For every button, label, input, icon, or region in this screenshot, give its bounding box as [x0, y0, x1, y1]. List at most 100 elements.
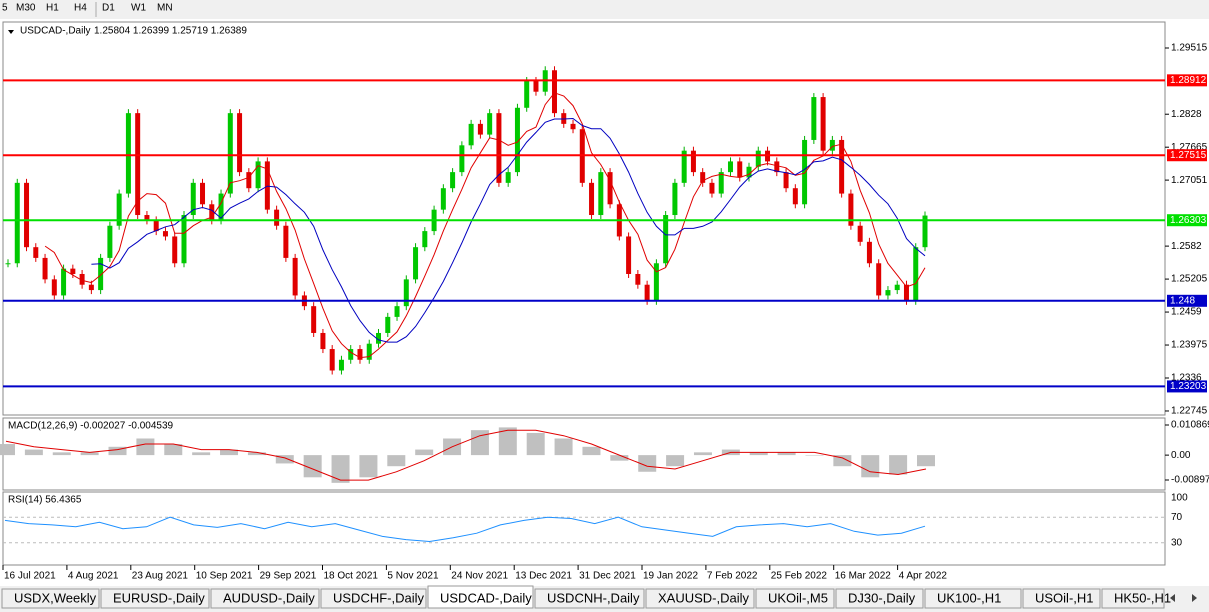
rsi-tick-label: 100	[1171, 493, 1188, 504]
level-label: 1.26303	[1170, 215, 1207, 226]
candle	[125, 113, 131, 194]
tab-label[interactable]: USDCAD-,Daily	[440, 590, 532, 605]
tab[interactable]	[210, 588, 320, 609]
candle	[246, 172, 252, 189]
timeframe-button[interactable]: D1	[102, 3, 115, 14]
price-tick-label: 1.22745	[1171, 406, 1208, 417]
tab[interactable]	[924, 588, 1022, 609]
candle	[135, 113, 141, 216]
macd-bar	[164, 444, 183, 456]
tab[interactable]	[320, 588, 427, 609]
macd-bar	[638, 455, 657, 472]
candle	[366, 343, 372, 360]
tab[interactable]	[755, 588, 835, 609]
tab-label[interactable]: USDX,Weekly	[14, 590, 97, 605]
candle	[153, 220, 159, 232]
candle	[357, 349, 363, 360]
candle	[737, 161, 743, 178]
candle	[848, 193, 854, 226]
candle	[663, 215, 669, 264]
tab-label[interactable]: USDCHF-,Daily	[333, 590, 425, 605]
level-tag	[1167, 149, 1207, 162]
candle	[33, 247, 39, 258]
active-tab[interactable]	[427, 585, 534, 609]
price-tick-label: 1.27051	[1171, 175, 1208, 186]
macd-bar	[498, 427, 517, 456]
tab-label[interactable]: UK100-,H1	[937, 590, 1001, 605]
candle	[681, 150, 687, 183]
macd-tick-label: 0.00	[1171, 450, 1191, 461]
candle	[755, 150, 761, 167]
timeframe-button[interactable]: H4	[74, 3, 87, 14]
macd-bar	[889, 455, 908, 475]
candle	[459, 145, 465, 173]
timeframe-button[interactable]: 5	[2, 3, 8, 14]
candle	[876, 263, 882, 296]
tab[interactable]	[835, 588, 924, 609]
candle	[477, 123, 483, 135]
candle	[14, 182, 20, 264]
candle	[653, 263, 659, 301]
timeframe-button[interactable]: H1	[46, 3, 59, 14]
tab[interactable]	[1022, 588, 1101, 609]
level-tag	[1167, 74, 1207, 87]
rsi-label: RSI(14) 56.4365	[8, 495, 82, 506]
macd-bar	[917, 455, 935, 467]
candle	[894, 284, 900, 291]
level-tag	[1167, 380, 1207, 393]
tab-label[interactable]: USDCNH-,Daily	[547, 590, 640, 605]
date-label: 5 Nov 2021	[387, 571, 439, 582]
timeframe-button[interactable]: W1	[131, 3, 146, 14]
macd-bar	[387, 455, 406, 467]
macd-bar	[526, 432, 545, 456]
tab-label[interactable]: XAUUSD-,Daily	[658, 590, 750, 605]
date-label: 19 Jan 2022	[643, 571, 698, 582]
date-label: 23 Aug 2021	[132, 571, 189, 582]
tab[interactable]	[100, 588, 210, 609]
macd-tick-label: 0.010869	[1171, 420, 1209, 431]
candle	[866, 241, 872, 264]
candle	[922, 215, 928, 248]
tab-label[interactable]: UKOil-,M5	[768, 590, 828, 605]
price-tick-label: 1.2828	[1171, 109, 1202, 120]
tab[interactable]	[1, 588, 100, 609]
timeframe-button[interactable]: MN	[157, 3, 173, 14]
candle	[811, 97, 817, 140]
macd-bar	[749, 452, 768, 456]
price-tick-label: 1.2582	[1171, 241, 1202, 252]
candle	[385, 316, 391, 333]
date-label: 13 Dec 2021	[515, 571, 572, 582]
macd-signal	[5, 429, 927, 481]
candle	[98, 257, 104, 291]
candle	[394, 306, 400, 317]
macd-label: MACD(12,26,9) -0.002027 -0.004539	[8, 421, 174, 432]
tab-label[interactable]: AUDUSD-,Daily	[223, 590, 315, 605]
tab[interactable]	[645, 588, 755, 609]
candle	[42, 257, 48, 280]
candle	[598, 172, 604, 216]
tab[interactable]	[534, 588, 645, 609]
candle	[551, 70, 557, 114]
tab-label[interactable]: DJ30-,Daily	[848, 590, 916, 605]
tab-label[interactable]: EURUSD-,Daily	[113, 590, 205, 605]
candle	[61, 268, 67, 296]
tab-label[interactable]: HK50-,H1	[1114, 590, 1171, 605]
candle	[172, 236, 178, 264]
candle	[264, 161, 270, 210]
date-label: 31 Dec 2021	[579, 571, 636, 582]
candle	[913, 247, 919, 301]
level-label: 1.27515	[1170, 150, 1207, 161]
level-label: 1.248	[1170, 295, 1195, 306]
candle	[635, 273, 641, 285]
macd-bar	[0, 444, 15, 456]
candle	[338, 359, 344, 371]
candle	[774, 161, 780, 173]
tab[interactable]	[1101, 588, 1165, 609]
timeframe-button[interactable]: M30	[16, 3, 36, 14]
macd-bar	[247, 452, 266, 456]
candle	[413, 247, 419, 280]
candle	[237, 113, 243, 173]
tab-label[interactable]: USOil-,H1	[1035, 590, 1094, 605]
